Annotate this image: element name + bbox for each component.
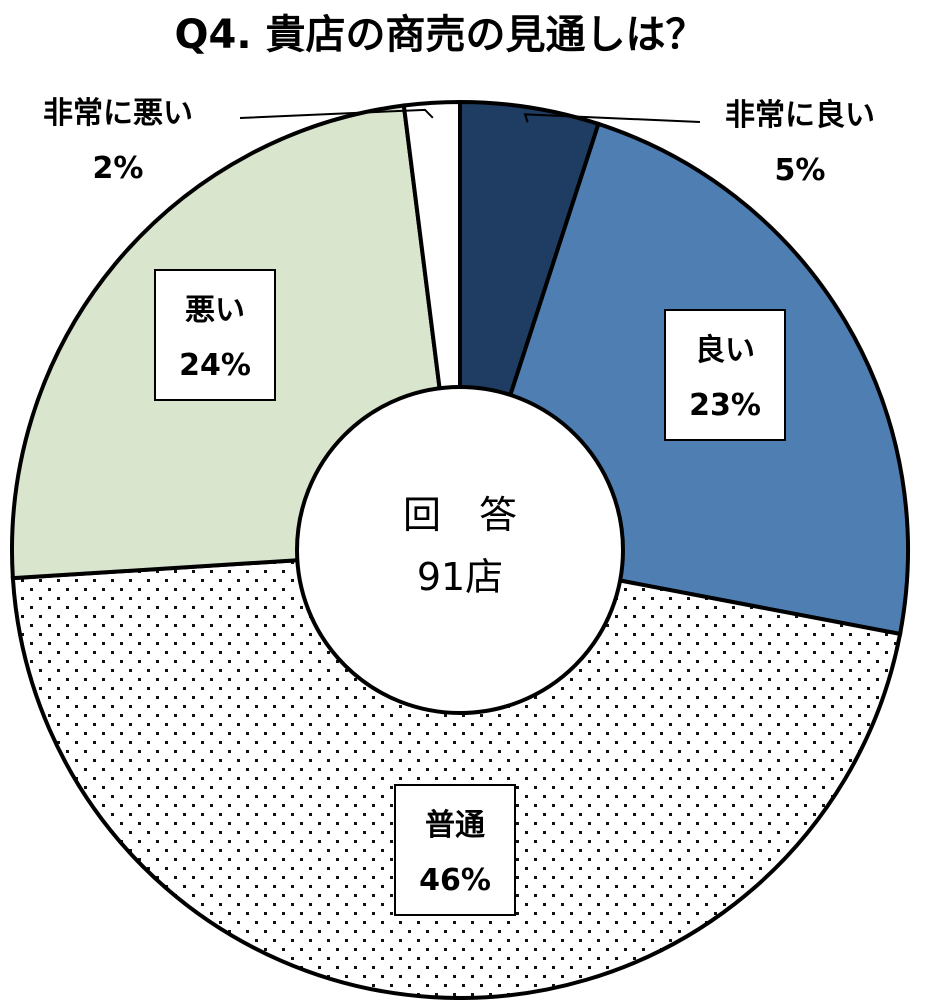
slice-value-good: 23% xyxy=(689,388,761,423)
center-label-responses: 回 答 xyxy=(403,493,517,537)
slice-label-good: 良い xyxy=(695,333,755,368)
label-box-good xyxy=(664,309,786,441)
slice-value-very-bad: 2% xyxy=(93,151,144,186)
leader-line-very-bad xyxy=(239,108,434,119)
slice-label-very-bad: 非常に悪い xyxy=(43,96,193,131)
label-box-normal xyxy=(394,784,516,916)
slice-normal xyxy=(10,547,903,1000)
label-box-bad xyxy=(154,269,276,401)
slice-value-normal: 46% xyxy=(419,863,491,898)
slice-label-very-good: 非常に良い xyxy=(725,98,875,133)
chart-title: Q4. 貴店の商売の見通しは？ xyxy=(175,12,706,58)
center-layer: 回 答 91店 xyxy=(295,385,625,715)
slice-value-very-good: 5% xyxy=(775,153,826,188)
leader-line-very-good xyxy=(523,113,701,123)
slice-value-bad: 24% xyxy=(179,348,251,383)
labels-layer: 非常に良い 5% 良い 23% 普通 46% 悪い 24% 非常に悪い 2% xyxy=(43,96,875,916)
center-hole xyxy=(295,385,625,715)
center-label-count: 91店 xyxy=(417,555,503,599)
slice-label-bad: 悪い xyxy=(185,293,245,328)
slice-label-normal: 普通 xyxy=(425,808,485,843)
